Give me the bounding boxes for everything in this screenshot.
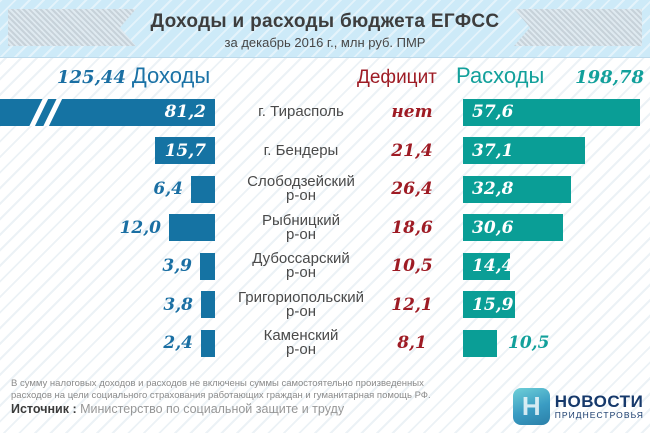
logo-title: НОВОСТИ — [554, 392, 644, 411]
expense-bar: 30,6 — [463, 214, 563, 242]
deficit-value: 10,5 — [391, 256, 433, 277]
chart-rows: 81,2 г. Тирасполь нет 57,6 15,7 г. Бенде… — [0, 93, 650, 363]
income-value-outside: 12,0 — [119, 217, 161, 238]
expense-bar: 57,6 — [463, 98, 640, 126]
ribbon-left-end — [8, 9, 136, 46]
chart-row: 2,4 Каменский р-он 8,1 10,5 — [0, 324, 650, 363]
chart-row: 81,2 г. Тирасполь нет 57,6 — [0, 93, 650, 132]
expense-value-inside: 37,1 — [472, 140, 514, 161]
expense-cell: 37,1 — [437, 132, 650, 171]
chart-subtitle: за декабрь 2016 г., млн руб. ПМР — [224, 35, 426, 50]
region-suffix: р-он — [286, 341, 316, 359]
chart-row: 15,7 г. Бендеры 21,4 37,1 — [0, 132, 650, 171]
income-value-outside: 2,4 — [163, 333, 193, 354]
income-cell: 6,4 — [0, 170, 215, 209]
region-name: г. Тирасполь — [258, 103, 344, 121]
income-column-header: 125,44 Доходы — [57, 63, 210, 89]
expense-total: 198,78 — [575, 67, 644, 88]
expense-cell: 57,6 — [437, 93, 650, 132]
income-cell: 15,7 — [0, 132, 215, 171]
region-suffix: р-он — [286, 187, 316, 205]
income-cell: 3,8 — [0, 286, 215, 325]
income-value-inside: 81,2 — [164, 102, 206, 123]
income-cell: 12,0 — [0, 209, 215, 248]
region-name: Каменский — [263, 327, 339, 345]
expense-cell: 14,4 — [437, 247, 650, 286]
deficit-value: 18,6 — [391, 217, 433, 238]
income-bar — [169, 214, 215, 242]
region-suffix: р-он — [286, 264, 316, 282]
income-value-outside: 6,4 — [153, 179, 183, 200]
income-cell: 3,9 — [0, 247, 215, 286]
region-name: Григориопольский — [237, 288, 365, 306]
chart-row: 3,8 Григориопольский р-он 12,1 15,9 — [0, 286, 650, 325]
income-cell: 2,4 — [0, 324, 215, 363]
header-band: Доходы и расходы бюджета ЕГФСС за декабр… — [0, 0, 650, 58]
expense-value-inside: 14,4 — [472, 256, 510, 277]
deficit-value: 26,4 — [391, 179, 433, 200]
source-line: Источник : Министерство по социальной за… — [11, 402, 344, 416]
income-value-outside: 3,9 — [162, 256, 192, 277]
region-label: Дубоссарский р-он — [215, 250, 387, 282]
source-text: Министерство по социальной защите и труд… — [80, 402, 345, 416]
income-bar: 81,2 — [0, 98, 215, 126]
footnote: В сумму налоговых доходов и расходов не … — [11, 378, 431, 402]
expense-cell: 15,9 — [437, 286, 650, 325]
expense-bar — [463, 329, 497, 357]
source-label: Источник : — [11, 402, 77, 416]
chart-row: 6,4 Слободзейский р-он 26,4 32,8 — [0, 170, 650, 209]
news-pridnestrovya-logo: Н НОВОСТИ ПРИДНЕСТРОВЬЯ — [512, 388, 644, 425]
footnote-line2: расходов на цели социального страхования… — [11, 389, 431, 401]
region-label: Каменский р-он — [215, 327, 387, 359]
region-suffix: р-он — [286, 302, 316, 320]
expense-value-inside: 30,6 — [472, 217, 514, 238]
income-value-outside: 3,8 — [163, 294, 193, 315]
deficit-column-header: Дефицит — [357, 67, 437, 88]
expense-cell: 32,8 — [437, 170, 650, 209]
expense-value-inside: 32,8 — [472, 179, 514, 200]
chart-row: 3,9 Дубоссарский р-он 10,5 14,4 — [0, 247, 650, 286]
income-bar: 15,7 — [155, 137, 215, 165]
region-label: г. Тирасполь — [215, 103, 387, 121]
expense-value-inside: 57,6 — [472, 102, 514, 123]
region-label: Григориопольский р-он — [215, 288, 387, 320]
expense-bar: 37,1 — [463, 137, 585, 165]
income-bar — [191, 175, 215, 203]
region-label: Слободзейский р-он — [215, 173, 387, 205]
expense-value-inside: 15,9 — [472, 294, 514, 315]
income-total: 125,44 — [57, 67, 126, 88]
logo-text: НОВОСТИ ПРИДНЕСТРОВЬЯ — [555, 393, 644, 420]
news-logo-icon: Н — [512, 388, 550, 425]
ribbon-right-end — [514, 9, 642, 46]
region-suffix: р-он — [286, 225, 316, 243]
region-name: г. Бендеры — [263, 141, 339, 159]
expense-cell: 10,5 — [437, 324, 650, 363]
chart-title: Доходы и расходы бюджета ЕГФСС — [150, 11, 500, 32]
region-name: Слободзейский — [247, 173, 355, 191]
income-cell: 81,2 — [0, 93, 215, 132]
deficit-value: нет — [391, 102, 433, 123]
expense-bar: 14,4 — [463, 252, 510, 280]
deficit-value: 12,1 — [391, 294, 433, 315]
income-bar — [201, 291, 215, 319]
logo-subtitle: ПРИДНЕСТРОВЬЯ — [554, 410, 644, 420]
region-name: Рыбницкий — [262, 211, 340, 229]
deficit-value: 8,1 — [397, 333, 427, 354]
income-bar — [200, 252, 215, 280]
income-label: Доходы — [131, 63, 211, 88]
region-name: Дубоссарский — [252, 250, 350, 268]
expense-column-header: Расходы — [456, 63, 545, 88]
expense-cell: 30,6 — [437, 209, 650, 248]
deficit-value: 21,4 — [391, 140, 433, 161]
chart-row: 12,0 Рыбницкий р-он 18,6 30,6 — [0, 209, 650, 248]
region-label: г. Бендеры — [215, 141, 387, 159]
income-bar — [201, 329, 215, 357]
expense-value-outside: 10,5 — [508, 333, 550, 354]
region-label: Рыбницкий р-он — [215, 211, 387, 243]
footnote-line1: В сумму налоговых доходов и расходов не … — [11, 378, 424, 389]
expense-bar: 15,9 — [463, 291, 515, 319]
expense-bar: 32,8 — [463, 175, 571, 203]
income-value-inside: 15,7 — [164, 140, 206, 161]
